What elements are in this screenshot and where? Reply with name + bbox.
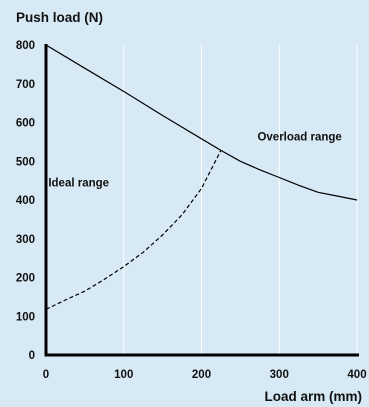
- grid-lines: [123, 45, 358, 355]
- y-tick-label-0: 0: [29, 350, 35, 362]
- x-tick-label-100: 100: [114, 369, 133, 381]
- series-line-solid: [45, 44, 358, 201]
- x-axis-title: Load arm (mm): [264, 389, 362, 404]
- y-tick-label-800: 800: [16, 40, 35, 52]
- annotation-1: Overload range: [257, 132, 341, 144]
- tick-labels: 0 100 200 300 400 500 600 700 800 0 100 200 300 400: [16, 40, 367, 381]
- annotations: Ideal range Overload range: [48, 132, 342, 190]
- y-tick-label-100: 100: [16, 311, 35, 323]
- y-tick-label-500: 500: [16, 156, 35, 168]
- y-tick-label-700: 700: [16, 79, 35, 91]
- x-tick-label-300: 300: [270, 369, 289, 381]
- annotation-0: Ideal range: [48, 177, 109, 189]
- y-tick-label-300: 300: [16, 234, 35, 246]
- x-tick-label-0: 0: [43, 369, 49, 381]
- y-tick-label-400: 400: [16, 195, 35, 207]
- y-tick-label-200: 200: [16, 273, 35, 285]
- y-tick-label-600: 600: [16, 118, 35, 130]
- series-group: [45, 44, 358, 310]
- series-line-dashed: [45, 150, 222, 310]
- x-tick-label-400: 400: [347, 369, 366, 381]
- axes: [44, 44, 359, 357]
- y-axis-title: Push load (N): [16, 10, 103, 25]
- x-tick-label-200: 200: [192, 369, 211, 381]
